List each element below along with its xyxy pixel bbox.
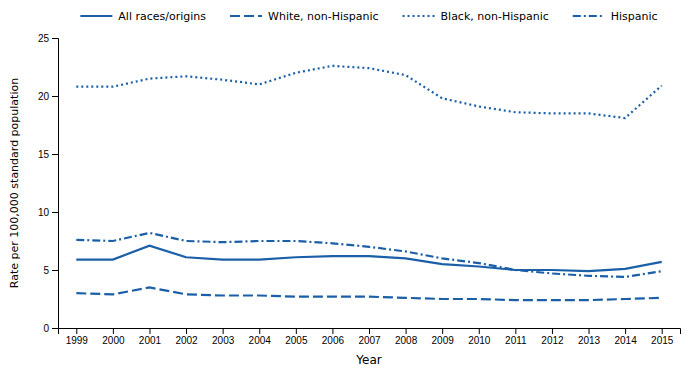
tick-label: 5 [43, 265, 49, 276]
legend-label: White, non-Hispanic [268, 10, 378, 23]
tick: 5 [43, 265, 58, 276]
tick: 2007 [358, 328, 381, 346]
series-line [76, 66, 661, 118]
tick: 25 [38, 33, 58, 44]
tick: 20 [38, 91, 58, 102]
tick: 2012 [541, 328, 564, 346]
tick: 10 [38, 207, 58, 218]
y-axis: 0 5 10 15 20 25 [38, 33, 59, 334]
tick: 2008 [395, 328, 418, 346]
tick-mark [113, 328, 114, 334]
tick: 2013 [578, 328, 601, 346]
tick: 2006 [322, 328, 345, 346]
axis-line [52, 39, 59, 329]
tick-label: 2001 [139, 335, 162, 346]
tick-mark [52, 38, 58, 39]
tick-label: 2012 [541, 335, 564, 346]
tick-label: 10 [38, 207, 50, 218]
plot: 1999200020012002200320042005200620072008… [8, 33, 681, 367]
tick-label: 2002 [175, 335, 198, 346]
tick: 2001 [139, 328, 162, 346]
legend-swatch [573, 15, 605, 17]
tick-label: 2000 [102, 335, 125, 346]
y-axis-title: Rate per 100,000 standard population [8, 78, 21, 288]
tick-label: 2011 [505, 335, 527, 346]
tick-label: 1999 [66, 335, 89, 346]
tick-mark [589, 328, 590, 334]
tick-mark [552, 328, 553, 334]
legend-label: Hispanic [611, 10, 658, 23]
legend-swatch [80, 15, 112, 17]
tick-mark [662, 328, 663, 334]
series-line [76, 246, 661, 272]
tick-label: 2005 [285, 335, 308, 346]
legend-item: White, non-Hispanic [230, 10, 378, 23]
tick-mark [296, 328, 297, 334]
axis-line [59, 329, 681, 335]
tick-label: 2015 [651, 335, 674, 346]
tick: 15 [38, 149, 58, 160]
legend-label: Black, non-Hispanic [441, 10, 549, 23]
x-axis-title: Year [355, 353, 381, 367]
tick: 0 [43, 323, 58, 334]
legend-swatch [403, 15, 435, 17]
x-axis: 1999 2000 2001 2002 2003 2004 2005 2006 2007 2008… [59, 328, 681, 346]
tick-mark [52, 270, 58, 271]
tick-mark [76, 328, 77, 334]
tick-label: 0 [43, 323, 49, 334]
tick-mark [406, 328, 407, 334]
tick: 2003 [212, 328, 235, 346]
tick-mark [332, 328, 333, 334]
tick: 1999 [66, 328, 89, 346]
tick-label: 2006 [322, 335, 345, 346]
tick: 2000 [102, 328, 125, 346]
tick-mark [149, 328, 150, 334]
tick-mark [479, 328, 480, 334]
series-line [76, 287, 661, 300]
tick-label: 2014 [614, 335, 637, 346]
tick-mark [52, 154, 58, 155]
legend-item: Hispanic [573, 10, 658, 23]
tick-label: 2013 [578, 335, 601, 346]
series-line [76, 233, 661, 277]
tick-label: 2004 [249, 335, 272, 346]
legend-item: All races/origins [80, 10, 206, 23]
legend-item: Black, non-Hispanic [403, 10, 549, 23]
legend-swatch [230, 15, 262, 17]
tick-label: 2010 [468, 335, 491, 346]
tick: 2011 [505, 328, 527, 346]
tick-label: 25 [38, 33, 50, 44]
tick: 2015 [651, 328, 674, 346]
tick-label: 15 [38, 149, 50, 160]
tick: 2014 [614, 328, 637, 346]
tick-mark [223, 328, 224, 334]
tick-mark [442, 328, 443, 334]
tick-label: 2008 [395, 335, 418, 346]
tick-label: 2009 [432, 335, 455, 346]
tick-mark [52, 328, 58, 329]
legend: All races/origins White, non-Hispanic Blac… [80, 10, 657, 23]
tick: 2010 [468, 328, 491, 346]
tick-mark [52, 212, 58, 213]
tick-label: 2003 [212, 335, 235, 346]
tick: 2009 [432, 328, 455, 346]
tick: 2002 [175, 328, 198, 346]
tick: 2005 [285, 328, 308, 346]
legend-label: All races/origins [118, 10, 206, 23]
tick-label: 20 [38, 91, 50, 102]
tick-mark [369, 328, 370, 334]
tick-mark [186, 328, 187, 334]
tick-label: 2007 [358, 335, 381, 346]
tick: 2004 [249, 328, 272, 346]
series-group [76, 66, 661, 300]
tick-mark [259, 328, 260, 334]
tick-mark [515, 328, 516, 334]
tick-mark [52, 96, 58, 97]
chart: 1999200020012002200320042005200620072008… [0, 0, 700, 372]
tick-mark [625, 328, 626, 334]
